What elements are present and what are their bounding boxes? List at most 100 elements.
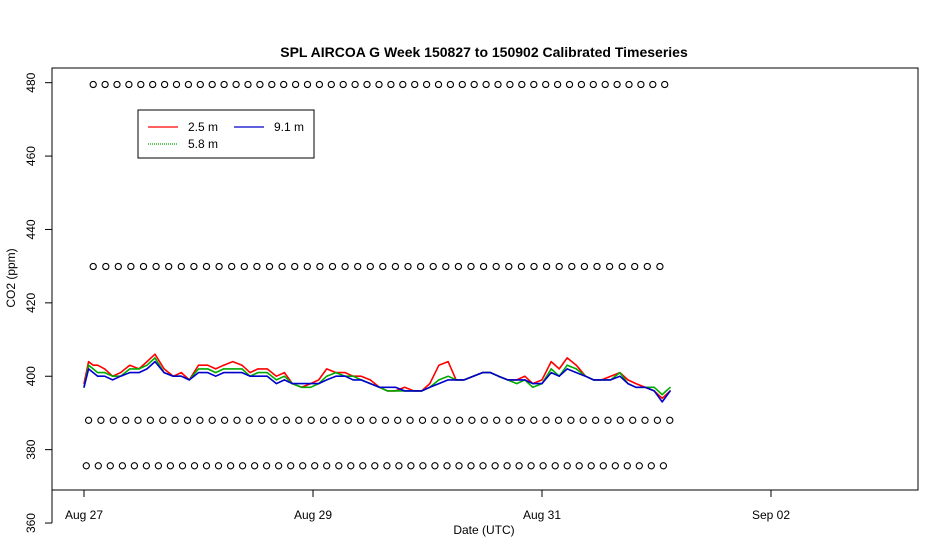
series-point-2-5-m [550,361,552,363]
series-point-9-1-m [532,383,534,385]
series-point-9-1-m [497,375,500,377]
reference-marker [341,262,349,271]
chart-title: SPL AIRCOA G Week 150827 to 150902 Calib… [280,44,688,60]
series-point-5-8-m [326,375,328,377]
reference-marker [316,262,324,271]
reference-marker [202,262,211,271]
series-point-2-5-m [223,364,225,366]
reference-marker [244,80,252,89]
series-point-9-1-m [120,375,122,377]
reference-marker [94,462,102,470]
reference-marker [455,462,463,470]
reference-marker [339,80,347,89]
series-point-9-1-m [92,372,94,374]
series-point-2-5-m [180,372,182,374]
series-point-5-8-m [146,364,148,366]
reference-marker [369,416,377,424]
reference-marker [539,462,547,470]
series-point-5-8-m [619,372,621,374]
series-point-5-8-m [669,386,671,388]
series-point-9-1-m [138,372,140,374]
reference-marker [134,416,142,424]
series-point-9-1-m [300,383,303,385]
series-point-9-1-m [386,386,388,388]
series-point-9-1-m [378,386,380,388]
reference-marker [102,262,110,271]
reference-marker [575,462,583,470]
reference-marker [593,262,601,271]
reference-marker [605,262,614,271]
reference-marker [178,462,187,470]
series-point-2-5-m [104,368,106,370]
reference-marker [604,416,612,424]
reference-marker [455,416,464,424]
reference-marker [268,80,276,89]
legend: 2.5 m 9.1 m 5.8 m [137,109,315,159]
series-point-2-5-m [318,379,320,381]
series-point-5-8-m [215,372,217,374]
series-point-5-8-m [92,368,94,370]
reference-marker [311,462,319,470]
reference-marker [656,262,664,271]
series-point-5-8-m [138,368,140,370]
reference-marker [623,462,631,470]
reference-marker [366,262,374,271]
reference-marker [494,80,502,89]
x-tick-label: Sep 02 [752,508,790,522]
series-point-9-1-m [541,383,543,385]
series-point-9-1-m [481,372,484,374]
series-point-2-5-m [369,379,371,381]
series-point-9-1-m [369,383,371,385]
reference-marker [137,80,145,89]
series-point-2-5-m [283,372,285,374]
reference-marker [387,80,395,89]
reference-marker [406,416,414,424]
series-point-2-5-m [447,361,449,363]
series-line-9-1-m [83,360,671,403]
reference-marker [631,262,639,271]
reference-marker [379,262,387,271]
reference-marker [527,462,535,470]
reference-marker [371,462,379,470]
series-point-5-8-m [516,383,518,385]
series-point-2-5-m [163,368,165,370]
reference-marker [232,80,240,89]
reference-marker [149,80,157,89]
reference-marker [159,416,167,424]
reference-marker [653,416,662,424]
series-point-9-1-m [575,372,577,374]
series-point-9-1-m [455,379,457,381]
reference-marker [278,262,286,271]
reference-marker [220,80,228,89]
reference-marker [240,262,248,271]
reference-marker [89,262,97,271]
x-tick-label: Aug 27 [65,508,103,522]
series-point-2-5-m [232,361,234,363]
reference-marker [429,262,437,271]
reference-marker [589,80,597,89]
reference-marker [530,80,538,89]
reference-marker [579,416,587,424]
series-point-9-1-m [421,390,423,392]
series-point-5-8-m [653,386,655,388]
series-point-9-1-m [344,375,346,377]
legend-box [137,109,315,159]
reference-marker [265,262,274,271]
series-point-5-8-m [335,372,337,374]
reference-marker [190,462,199,470]
series-point-9-1-m [232,372,234,374]
reference-marker [356,416,365,424]
series-point-9-1-m [318,383,320,385]
reference-marker [616,416,624,424]
series-point-9-1-m [88,368,90,370]
reference-marker [515,462,523,470]
series-point-2-5-m [541,379,543,381]
series-point-9-1-m [644,386,646,388]
reference-marker [319,416,328,424]
reference-marker [554,416,563,424]
series-point-5-8-m [129,368,131,370]
reference-marker [127,262,135,271]
series-point-9-1-m [266,375,268,377]
reference-marker [480,416,488,424]
